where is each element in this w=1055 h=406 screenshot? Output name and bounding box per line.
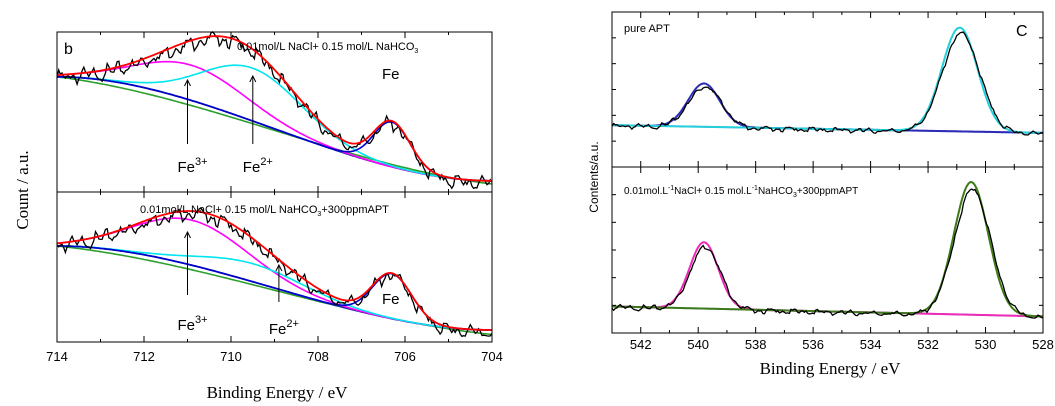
panel-c-letter: C bbox=[1016, 23, 1028, 40]
peak-annotation: Fe bbox=[382, 291, 400, 308]
panel-c-ylabel: Contents/a.u. bbox=[587, 141, 601, 212]
panel-b-bottom-curves bbox=[56, 207, 493, 338]
panel-c-xlabel: Binding Energy / eV bbox=[760, 359, 902, 378]
baseline2-curve bbox=[56, 76, 493, 185]
x-tick-label: 710 bbox=[220, 349, 242, 364]
x-tick-label: 534 bbox=[860, 337, 882, 352]
panel-b: Count / a.u. Binding Energy / eV b 0.01m… bbox=[13, 31, 503, 402]
panel-b-bottom-ticks bbox=[56, 192, 493, 342]
raw-data-curve bbox=[611, 188, 1044, 319]
peak-annotation: Fe2+ bbox=[243, 156, 273, 176]
fe2-component-curve bbox=[57, 64, 492, 182]
panel-c-top-curves bbox=[611, 26, 1044, 136]
panel-b-subplot-top: b 0.01mol/L NaCl+ 0.15 mol/L NaHCO3 FeFe… bbox=[56, 31, 493, 193]
panel-b-top-annotations: Fe Fe3+ Fe2+ bbox=[178, 66, 400, 176]
fe2-component-curve bbox=[57, 245, 492, 331]
peak-annotation: Fe3+ bbox=[178, 156, 208, 176]
envelope-fit-curve bbox=[56, 210, 492, 331]
panel-c-subplot-bottom: 0.01mol.L-1NaCl+ 0.15 mol.L-1NaHCO3+300p… bbox=[611, 166, 1044, 334]
panel-b-top-curves bbox=[56, 31, 493, 190]
fe3-component-curve bbox=[56, 217, 492, 331]
fe0-component-curve bbox=[57, 76, 492, 182]
panel-c-subplot-top: pure APT C bbox=[611, 11, 1044, 168]
panel-c: Contents/a.u. Binding Energy / eV pure A… bbox=[587, 11, 1054, 378]
panel-b-top-label: 0.01mol/L NaCl+ 0.15 mol/L NaHCO3 bbox=[237, 41, 418, 55]
x-tick-label: 714 bbox=[46, 349, 68, 364]
panel-b-letter: b bbox=[64, 41, 73, 58]
panel-b-ylabel: Count / a.u. bbox=[13, 150, 32, 229]
x-tick-label: 540 bbox=[687, 337, 709, 352]
panel-b-bottom-annotations: Fe3+ Fe2+ Fe bbox=[178, 230, 400, 338]
raw-data-curve bbox=[56, 31, 493, 190]
peak-annotation: Fe bbox=[382, 66, 400, 83]
annotation-arrowhead bbox=[249, 74, 257, 83]
panel-b-bottom-label: 0.01mol/L NaCl+ 0.15 mol/L NaHCO3+300ppm… bbox=[140, 204, 389, 218]
x-tick-label: 532 bbox=[917, 337, 939, 352]
annotation-arrowhead bbox=[275, 263, 283, 272]
fitted-peak-curve bbox=[611, 241, 1043, 318]
panel-c-top-label: pure APT bbox=[624, 23, 670, 35]
fe3-component-curve bbox=[56, 60, 492, 182]
annotation-arrowhead bbox=[184, 230, 191, 239]
x-tick-label: 712 bbox=[133, 349, 155, 364]
panel-c-bottom-curves bbox=[611, 180, 1044, 319]
x-tick-label: 708 bbox=[307, 349, 329, 364]
panel-c-bottom-ticks bbox=[612, 167, 1044, 333]
panel-b-subplot-bottom: 0.01mol/L NaCl+ 0.15 mol/L NaHCO3+300ppm… bbox=[56, 191, 493, 343]
envelope-fit-curve bbox=[56, 35, 492, 182]
panel-c-top-frame bbox=[611, 11, 1044, 168]
x-tick-label: 538 bbox=[745, 337, 767, 352]
panel-b-xlabel: Binding Energy / eV bbox=[207, 383, 349, 402]
panel-c-top-ticks bbox=[612, 12, 1044, 167]
x-tick-label: 536 bbox=[802, 337, 824, 352]
panel-c-bottom-label: 0.01mol.L-1NaCl+ 0.15 mol.L-1NaHCO3+300p… bbox=[624, 185, 858, 199]
raw-data-curve bbox=[611, 31, 1044, 136]
x-tick-label: 704 bbox=[481, 349, 503, 364]
x-tick-label: 706 bbox=[394, 349, 416, 364]
x-tick-label: 528 bbox=[1032, 337, 1054, 352]
peak-annotation: Fe3+ bbox=[178, 314, 208, 334]
annotation-arrowhead bbox=[184, 78, 191, 87]
panel-c-x-tick-labels: 542 540 538 536 534 532 530 528 bbox=[630, 337, 1054, 352]
x-tick-label: 530 bbox=[975, 337, 997, 352]
x-tick-label: 542 bbox=[630, 337, 652, 352]
panel-b-x-tick-labels: 714 712 710 708 706 704 bbox=[46, 349, 503, 364]
peak-annotation: Fe2+ bbox=[269, 318, 299, 338]
